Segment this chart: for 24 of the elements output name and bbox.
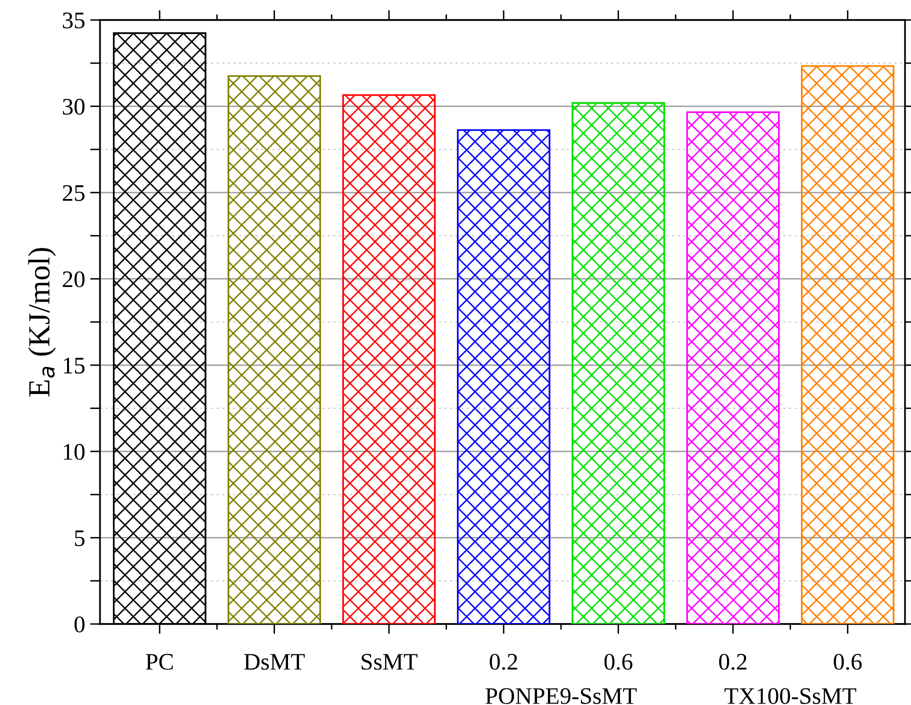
y-tick-label: 0 bbox=[74, 616, 85, 632]
text: TX100-SsMT bbox=[724, 688, 856, 704]
y-tick-label: 5 bbox=[74, 530, 84, 546]
x-tick-label: 0.2 bbox=[490, 654, 518, 670]
x-tick-label: PC bbox=[146, 654, 173, 670]
bar bbox=[800, 65, 894, 624]
y-tick-label: 20 bbox=[62, 271, 85, 288]
x-tick-label: 0.6 bbox=[604, 654, 632, 670]
x-tick-label: 0.6 bbox=[834, 654, 862, 670]
y-tick-label: 35 bbox=[62, 12, 84, 28]
bar bbox=[686, 111, 780, 624]
bar bbox=[456, 129, 550, 624]
x-tick-label: 0.2 bbox=[719, 654, 746, 670]
bar bbox=[342, 94, 436, 624]
bar bbox=[228, 75, 322, 624]
y-tick-label: 25 bbox=[62, 185, 84, 201]
x-tick-label: DsMT bbox=[244, 654, 305, 670]
text: PONPE9-SsMT bbox=[486, 688, 637, 704]
y-axis-title: E$_{a}$ (KJ/mol) bbox=[28, 248, 56, 397]
bar bbox=[572, 102, 666, 624]
y-tick-label: 30 bbox=[62, 98, 85, 115]
y-tick-label: 10 bbox=[64, 444, 85, 460]
y-tick-label: 15 bbox=[64, 358, 84, 374]
x-tick-label: SsMT bbox=[362, 654, 418, 670]
